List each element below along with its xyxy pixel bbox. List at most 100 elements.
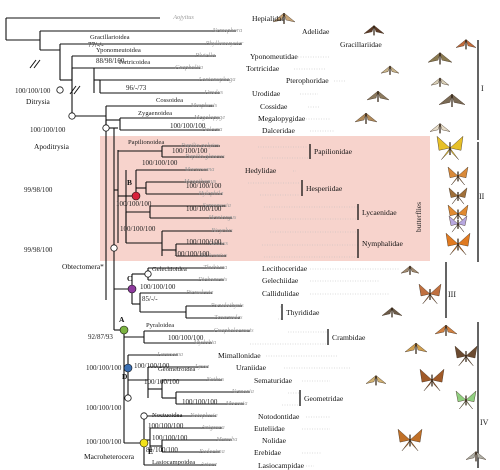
node-open-marker <box>110 244 118 252</box>
node-letter-a: A <box>119 315 125 324</box>
group-apoditrysia: Apoditrysia <box>34 142 69 151</box>
superfamily-noctuoidea: Noctuoidea <box>152 412 183 419</box>
clade-numeral-iv: IV <box>480 418 489 427</box>
tip-family-urodidae: Urodidae <box>252 89 281 98</box>
support-value: 88/98/100 <box>96 57 125 65</box>
tip-species-pseudothyris: Pseudothyris <box>210 302 244 309</box>
node-open-marker <box>56 86 64 94</box>
tip-species-uraniidae: Lyssa <box>195 363 210 370</box>
superfamily-papilionoidea: Papilionoidea <box>128 139 165 146</box>
moth-image <box>465 450 487 462</box>
tip-species-megalopygidae: Megalopyge <box>194 114 226 121</box>
tip-family-cossidae: Cossidae <box>260 102 288 111</box>
tip-species-mydobia: Mydobia <box>193 339 217 346</box>
bracket-family-thyrididae: Thyrididae <box>286 308 320 317</box>
node-open-marker <box>140 412 148 420</box>
node-e-marker <box>139 438 149 448</box>
tip-species-nolidae: Manoba <box>216 436 238 443</box>
tip-family-euteliidae: Euteliidae <box>254 424 285 433</box>
superfamily-cossoidea: Cossoidea <box>156 97 184 104</box>
tip-species-mocoria: Mocoria <box>225 400 248 407</box>
butterfly-image <box>448 187 468 205</box>
bracket-family-hesperiidae: Hesperiidae <box>306 184 343 193</box>
moth-image <box>363 24 385 36</box>
support-value: 100/100/100 <box>86 438 122 446</box>
butterfly-image <box>448 215 468 233</box>
support-value: 100/100/100 <box>142 159 178 167</box>
support-value: 100/100/100 <box>182 398 218 406</box>
support-value: 100/100/100 <box>134 362 170 370</box>
tip-species-urodidae: Urodus <box>204 89 224 96</box>
tip-species-hemiargus: Hemiargus <box>208 214 237 221</box>
node-letter-e: E <box>148 447 153 456</box>
support-value: 81/100/100 <box>146 446 178 454</box>
clade-numeral-i: I <box>481 84 484 93</box>
support-value: 100/100/100 <box>116 200 152 208</box>
support-value: 100/100/100 <box>186 238 222 246</box>
moth-image <box>429 122 451 134</box>
superfamily-gelechioidea: Gelechioidea <box>152 266 187 273</box>
tip-family-gracillariidae: Gracillariidae <box>340 40 382 49</box>
butterfly-image <box>455 390 477 410</box>
tip-species-gelechiidae: Dichomeris <box>198 276 228 283</box>
tip-family-dalceridae: Dalceridae <box>262 126 295 135</box>
node-b-marker <box>131 191 141 201</box>
tip-family-nolidae: Nolidae <box>262 436 287 445</box>
support-value: 100/100/100 <box>168 334 204 342</box>
moth-image <box>427 52 453 65</box>
tip-family-lasiocampidae: Lasiocampidae <box>258 461 304 470</box>
tip-family-adelidae: Adelidae <box>302 27 330 36</box>
tip-species-adelidae: Nemophora <box>212 27 243 34</box>
group-macroheterocera: Macroheterocera <box>84 452 135 461</box>
tip-species-euteliidae: Anigraea <box>201 424 225 431</box>
tip-family-uraniidae: Uraniidae <box>236 363 266 372</box>
tip-family-mimallonidae: Mimallonidae <box>218 351 261 360</box>
support-value: 92/87/93 <box>88 333 113 341</box>
tip-species-bicyclus: Bicyclus <box>211 227 233 234</box>
tip-species-pterophoridae: Lantanophaga <box>198 76 236 83</box>
tip-species-notodontidae: Notoplusia <box>190 412 218 419</box>
butterfly-image <box>454 345 478 367</box>
clade-numeral-ii: II <box>479 192 485 201</box>
node-open-marker <box>68 112 76 120</box>
superfamily-lasiocampoidea: Lasiocampoidea <box>152 459 196 466</box>
tip-species-nemoria: Nemoria <box>231 388 254 395</box>
support-value: 100/100/100 <box>152 434 188 442</box>
tip-family-tortricidae: Tortricidae <box>246 64 280 73</box>
tip-species-danaus: Danaus <box>208 240 228 247</box>
butterfly-image <box>445 232 471 255</box>
support-value: 100/100/100 <box>15 87 51 95</box>
bracket-family-geometridae: Geometridae <box>304 394 344 403</box>
support-value: 100/100/100 <box>140 283 176 291</box>
tip-species-zeuzerodes: Zeuzerodes <box>214 314 243 321</box>
tip-species-yponomeutidae: Plutella <box>195 52 216 59</box>
tip-species-erebidae: Eudocima <box>199 448 225 455</box>
support-value: 100/100/100 <box>148 422 184 430</box>
tip-family-lecithoceridae: Lecithoceridae <box>262 264 308 273</box>
group-butterflies: butterflies <box>414 202 423 232</box>
tip-species-dalceridae: Dalcera <box>201 126 223 133</box>
moth-image <box>365 374 387 386</box>
support-value: 100/100/100 <box>30 126 66 134</box>
support-value: 99/98/100 <box>24 246 53 254</box>
support-value: 96/-/73 <box>126 84 147 92</box>
tip-family-gelechiidae: Gelechiidae <box>262 276 299 285</box>
butterfly-image <box>419 368 445 391</box>
support-value: 100/100/100 <box>170 122 206 130</box>
node-a-marker <box>119 325 129 335</box>
butterfly-image <box>447 166 469 186</box>
moth-image <box>434 324 458 336</box>
node-letter-d: D <box>122 372 128 381</box>
tip-species-lecithoceridae: Thubiuna <box>203 264 228 271</box>
moth-image <box>455 38 477 50</box>
moth-image <box>272 12 296 24</box>
tip-species-papilio-glaucus: Papilio glaucus <box>185 153 225 160</box>
tip-species-gracillariidae: Phyllonorycter <box>205 40 244 47</box>
node-d-marker <box>123 363 133 373</box>
tip-species-papilio-polytes: Papilio polytes <box>181 142 219 149</box>
moth-image <box>430 77 450 87</box>
support-value: 100/100/100 <box>186 182 222 190</box>
support-value: 100/100/100 <box>86 404 122 412</box>
tip-family-megalopygidae: Megalopygidae <box>258 114 306 123</box>
